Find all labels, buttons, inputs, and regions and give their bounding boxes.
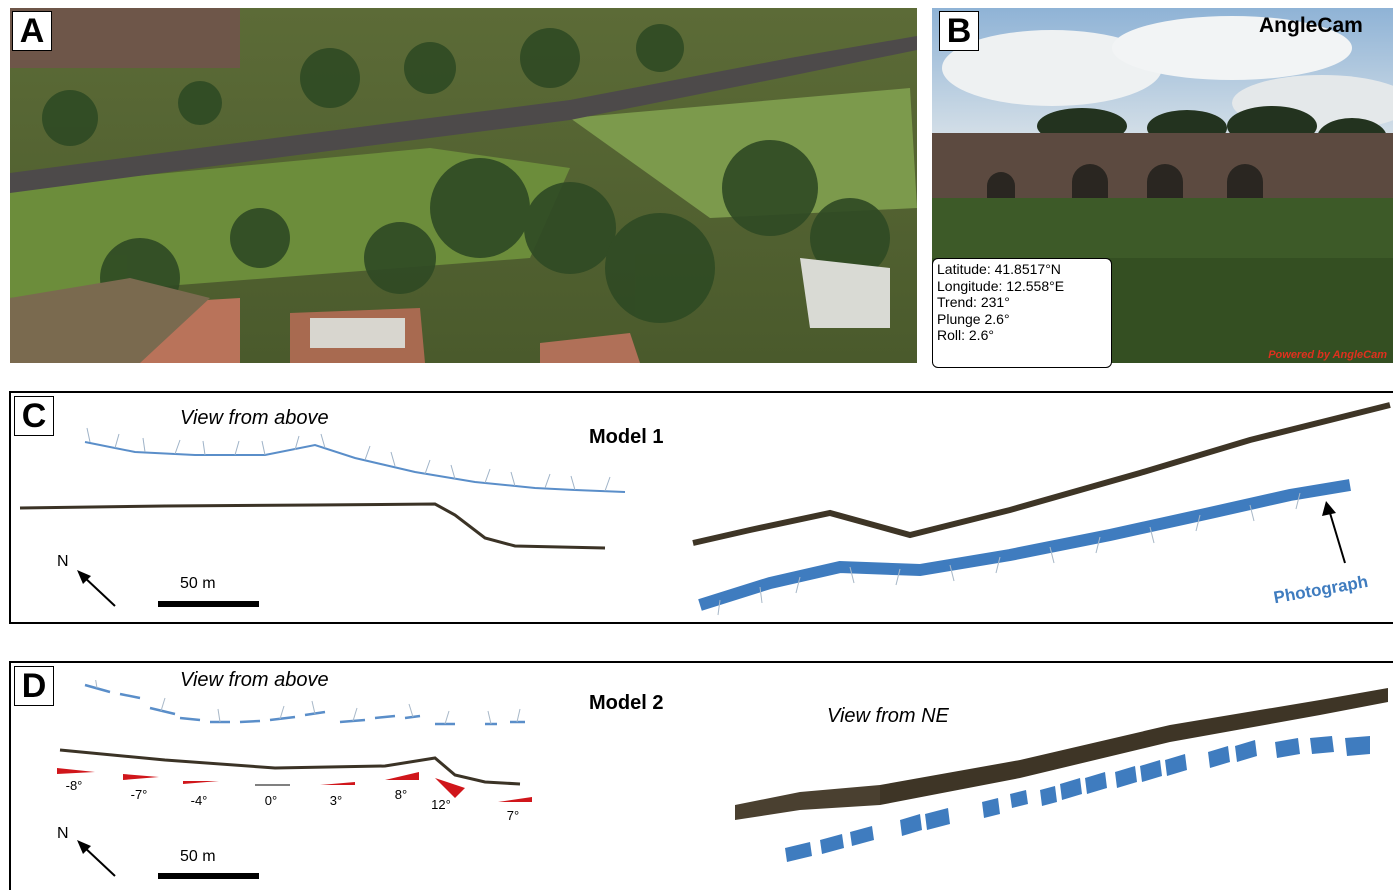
app-name: AngleCam: [1259, 14, 1363, 37]
north-label: N: [57, 825, 69, 842]
north-label: N: [57, 553, 69, 570]
model-1-top-view: N 50 m: [19, 427, 626, 607]
angle-label: 8°: [394, 787, 408, 802]
angle-label: 12°: [431, 797, 451, 812]
latitude-text: Latitude: 41.8517°N: [937, 261, 1061, 277]
angle-label: -4°: [190, 793, 208, 808]
model-2-label: Model 2: [589, 692, 664, 714]
orientation-info: Latitude: 41.8517°N Longitude: 12.558°E …: [932, 258, 1112, 368]
trend-text: Trend: 231°: [937, 294, 1010, 310]
angle-label: -7°: [130, 787, 148, 802]
longitude-text: Longitude: 12.558°E: [937, 277, 1065, 294]
model-1-perspective-view: Photograph: [692, 402, 1391, 616]
aerial-photo: [10, 8, 917, 363]
model-2-perspective-view: [735, 688, 1388, 862]
roll-text: Roll: 2.6°: [937, 327, 994, 343]
scale-label: 50 m: [180, 575, 216, 592]
photograph-label: Photograph: [1272, 572, 1369, 607]
angle-label: 3°: [329, 793, 343, 808]
angle-label: -8°: [65, 778, 83, 793]
plunge-text: Plunge 2.6°: [937, 310, 1010, 327]
panel-c-label: C: [14, 396, 54, 436]
view-from-above-label: View from above: [180, 669, 329, 691]
model-2-top-view: N 50 m: [57, 680, 532, 879]
watermark: Powered by AngleCam: [1268, 349, 1387, 361]
panel-a-label: A: [12, 11, 52, 51]
panel-b-label: B: [939, 11, 979, 51]
model-1-label: Model 1: [589, 426, 664, 448]
view-from-above-label: View from above: [180, 407, 329, 429]
panel-d-frame: [9, 661, 1393, 890]
view-from-ne-label: View from NE: [827, 705, 949, 727]
angle-label: 7°: [506, 808, 520, 823]
angle-label: 0°: [264, 793, 278, 808]
panel-c-frame: [9, 391, 1393, 624]
panel-d-label: D: [14, 666, 54, 706]
scale-label: 50 m: [180, 848, 216, 865]
